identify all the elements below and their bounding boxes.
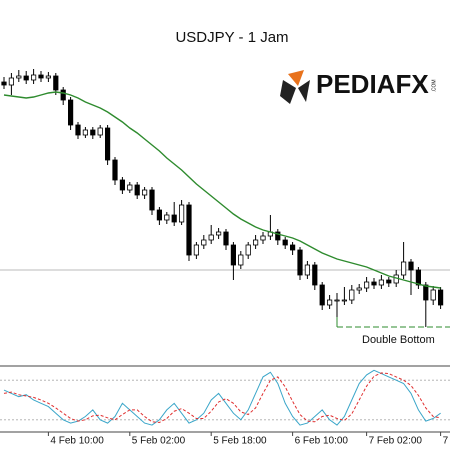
candle-body: [186, 204, 192, 256]
candle-body: [105, 127, 111, 161]
x-tick-label: 7 Feb: [443, 436, 450, 447]
candle-body: [423, 284, 429, 301]
candle-body: [238, 254, 244, 266]
logo-text: PEDIAFX: [316, 69, 429, 99]
candle-body: [112, 159, 118, 181]
candle-body: [386, 279, 392, 284]
candle-body: [45, 75, 52, 79]
candle-body: [252, 239, 259, 246]
candle-body: [23, 75, 29, 81]
candle-body: [201, 239, 207, 246]
candle-body: [208, 234, 214, 241]
candle-body: [319, 284, 325, 306]
candle-body: [90, 129, 96, 136]
candle-body: [97, 127, 103, 136]
candle-body: [415, 269, 422, 286]
candle-body: [16, 75, 22, 79]
candle-body: [356, 287, 362, 291]
candle-body: [312, 264, 318, 286]
candle-body: [400, 261, 407, 276]
candle-body: [1, 81, 7, 86]
candle-body: [38, 74, 44, 79]
candle-body: [430, 289, 436, 301]
logo: PEDIAFX .COM: [280, 69, 437, 104]
candle-body: [75, 124, 81, 136]
candle-body: [141, 189, 148, 196]
candle-body: [134, 184, 140, 196]
moving-average: [3, 91, 441, 289]
candle-body: [82, 129, 88, 136]
candle-body: [334, 299, 340, 302]
candle-body: [297, 249, 303, 276]
x-tick-label: 6 Feb 10:00: [295, 436, 349, 447]
candle-body: [437, 289, 444, 306]
logo-icon: [298, 80, 310, 102]
x-tick-label: 5 Feb 18:00: [213, 436, 267, 447]
logo-icon: [280, 80, 296, 104]
candle-body: [260, 235, 266, 241]
x-tick-label: 5 Feb 02:00: [132, 436, 186, 447]
annotation-text: Double Bottom: [362, 334, 435, 346]
candle-body: [245, 244, 251, 256]
candle-body: [282, 239, 288, 246]
candle-body: [304, 264, 311, 276]
candle-body: [193, 244, 199, 256]
candle-body: [30, 74, 37, 81]
candle-body: [171, 214, 177, 223]
candle-body: [349, 289, 355, 301]
candle-body: [408, 261, 414, 271]
logo-icon: [288, 70, 304, 86]
logo-suffix: .COM: [431, 79, 437, 92]
candle-body: [127, 184, 133, 191]
x-tick-label: 7 Feb 02:00: [369, 436, 423, 447]
candle-body: [53, 75, 59, 91]
candle-body: [223, 231, 229, 246]
candle-body: [8, 77, 14, 86]
candle-body: [178, 204, 185, 223]
candle-body: [230, 244, 236, 266]
oscillator-line: [3, 369, 441, 426]
x-tick-label: 4 Feb 10:00: [50, 436, 104, 447]
candle-body: [164, 214, 170, 221]
candle-body: [149, 189, 155, 211]
candle-body: [119, 179, 125, 191]
candle-body: [68, 99, 74, 126]
candle-body: [326, 299, 333, 306]
candle-body: [156, 209, 162, 221]
candle-body: [289, 244, 296, 251]
candle-body: [341, 299, 348, 302]
candle-body: [363, 281, 370, 289]
candle-body: [215, 231, 222, 236]
candle-body: [371, 281, 377, 286]
candle-body: [60, 89, 66, 101]
candle-body: [378, 279, 385, 286]
candle-body: [275, 231, 281, 241]
chart-title: USDJPY - 1 Jam: [175, 29, 288, 46]
